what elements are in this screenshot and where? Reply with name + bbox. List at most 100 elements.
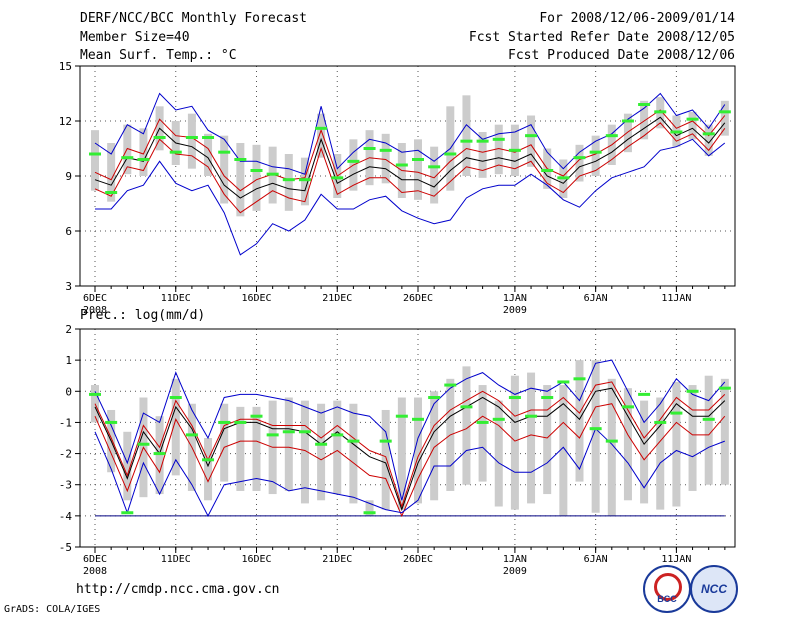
ens-mean-marker [89, 152, 101, 156]
spread-box [414, 397, 422, 504]
spread-box [510, 375, 519, 510]
spread-box [623, 113, 632, 153]
ens-mean-marker [218, 150, 231, 154]
spread-box [575, 360, 584, 482]
ens-mean-marker [169, 150, 182, 154]
ens-mean-marker [670, 411, 683, 415]
y-tick-label: 1 [65, 354, 72, 367]
variable-label: Mean Surf. Temp.: °C [80, 48, 237, 63]
plot-frame [79, 328, 736, 548]
series-min-line [94, 92, 726, 175]
ens-mean-marker [266, 433, 279, 437]
x-tick-label: 6DEC [83, 554, 107, 565]
ens-mean-marker [428, 396, 441, 400]
spread-box [284, 397, 293, 491]
spread-box [575, 144, 584, 182]
ens-mean-marker [525, 134, 538, 138]
ens-mean-marker [298, 178, 311, 182]
ens-mean-marker [605, 134, 618, 138]
spread-box [591, 360, 600, 513]
ens-mean-marker [315, 126, 328, 130]
spread-box [688, 385, 697, 491]
spread-box [349, 403, 358, 504]
y-tick-label: -5 [59, 541, 72, 554]
ens-mean-marker [444, 152, 457, 156]
ens-mean-marker [153, 136, 166, 139]
ens-mean-marker [153, 452, 166, 456]
series-max-line [94, 359, 726, 501]
ens-mean-marker [250, 169, 263, 172]
ens-mean-marker [638, 103, 651, 106]
ens-mean-marker [315, 442, 328, 446]
x-tick-label: 6JAN [584, 293, 608, 304]
ens-mean-marker [363, 511, 376, 515]
series-p25-line [94, 403, 726, 518]
spread-box [333, 400, 342, 495]
y-tick-label: 3 [65, 280, 72, 293]
precip-panel-label: Prec.: log(mm/d) [80, 308, 206, 323]
ens-mean-marker [331, 433, 344, 437]
bcc-logo-text: BCC [657, 594, 677, 604]
spread-box [543, 385, 552, 495]
ens-mean-marker [638, 392, 651, 396]
y-tick-label: 12 [59, 115, 72, 128]
y-tick-label: -1 [59, 416, 72, 429]
ens-mean-marker [621, 405, 634, 409]
spread-box [317, 403, 326, 501]
ens-mean-marker [460, 405, 473, 409]
spread-box [607, 378, 616, 516]
plot-frame [79, 65, 736, 287]
ens-mean-marker [476, 420, 489, 424]
spread-box [365, 500, 374, 516]
spread-box [640, 400, 649, 504]
ens-mean-marker [121, 511, 134, 515]
spread-box [220, 135, 229, 204]
ncc-logo: NCC [690, 565, 738, 613]
member-size: Member Size=40 [80, 30, 190, 45]
spread-box [478, 132, 487, 178]
ens-mean-marker [605, 439, 618, 443]
spread-box [236, 143, 245, 217]
ens-mean-marker [121, 156, 134, 160]
ens-mean-marker [686, 389, 699, 393]
grads-credit: GrADS: COLA/IGES [4, 604, 101, 615]
spread-box [171, 378, 180, 476]
series-p75-line [94, 381, 726, 509]
y-tick-label: -4 [59, 510, 73, 523]
x-year-label: 2009 [503, 566, 527, 577]
fcst-produced-date: Fcst Produced Date 2008/12/06 [508, 48, 735, 63]
ens-mean-marker [89, 392, 101, 396]
ens-mean-marker [137, 442, 150, 446]
spread-box [720, 100, 729, 136]
ens-mean-marker [218, 420, 231, 424]
spread-box [252, 406, 261, 491]
ens-mean-marker [654, 420, 667, 424]
ens-mean-marker [412, 158, 424, 161]
ens-mean-marker [282, 178, 295, 182]
x-tick-label: 21DEC [322, 554, 352, 565]
ens-mean-marker [460, 139, 473, 143]
ens-mean-marker [718, 386, 731, 390]
y-tick-label: -2 [59, 448, 72, 461]
series-p75-line [94, 109, 726, 192]
spread-box [187, 113, 196, 169]
ens-mean-marker [282, 430, 295, 434]
spread-box [91, 130, 99, 191]
spread-box [527, 115, 536, 167]
source-url[interactable]: http://cmdp.ncc.cma.gov.cn [76, 582, 280, 597]
ens-mean-marker [557, 176, 570, 180]
spread-box [284, 154, 293, 211]
spread-box [704, 375, 713, 485]
forecast-period: For 2008/12/06-2009/01/14 [539, 11, 735, 26]
spread-box [204, 438, 213, 501]
ens-mean-marker [718, 110, 731, 114]
ens-mean-marker [185, 433, 198, 437]
ens-mean-marker [395, 163, 408, 167]
ens-mean-marker [105, 420, 118, 424]
y-tick-label: -3 [59, 479, 72, 492]
spread-box [414, 139, 422, 200]
spread-box [381, 133, 390, 184]
x-tick-label: 11JAN [661, 554, 691, 565]
